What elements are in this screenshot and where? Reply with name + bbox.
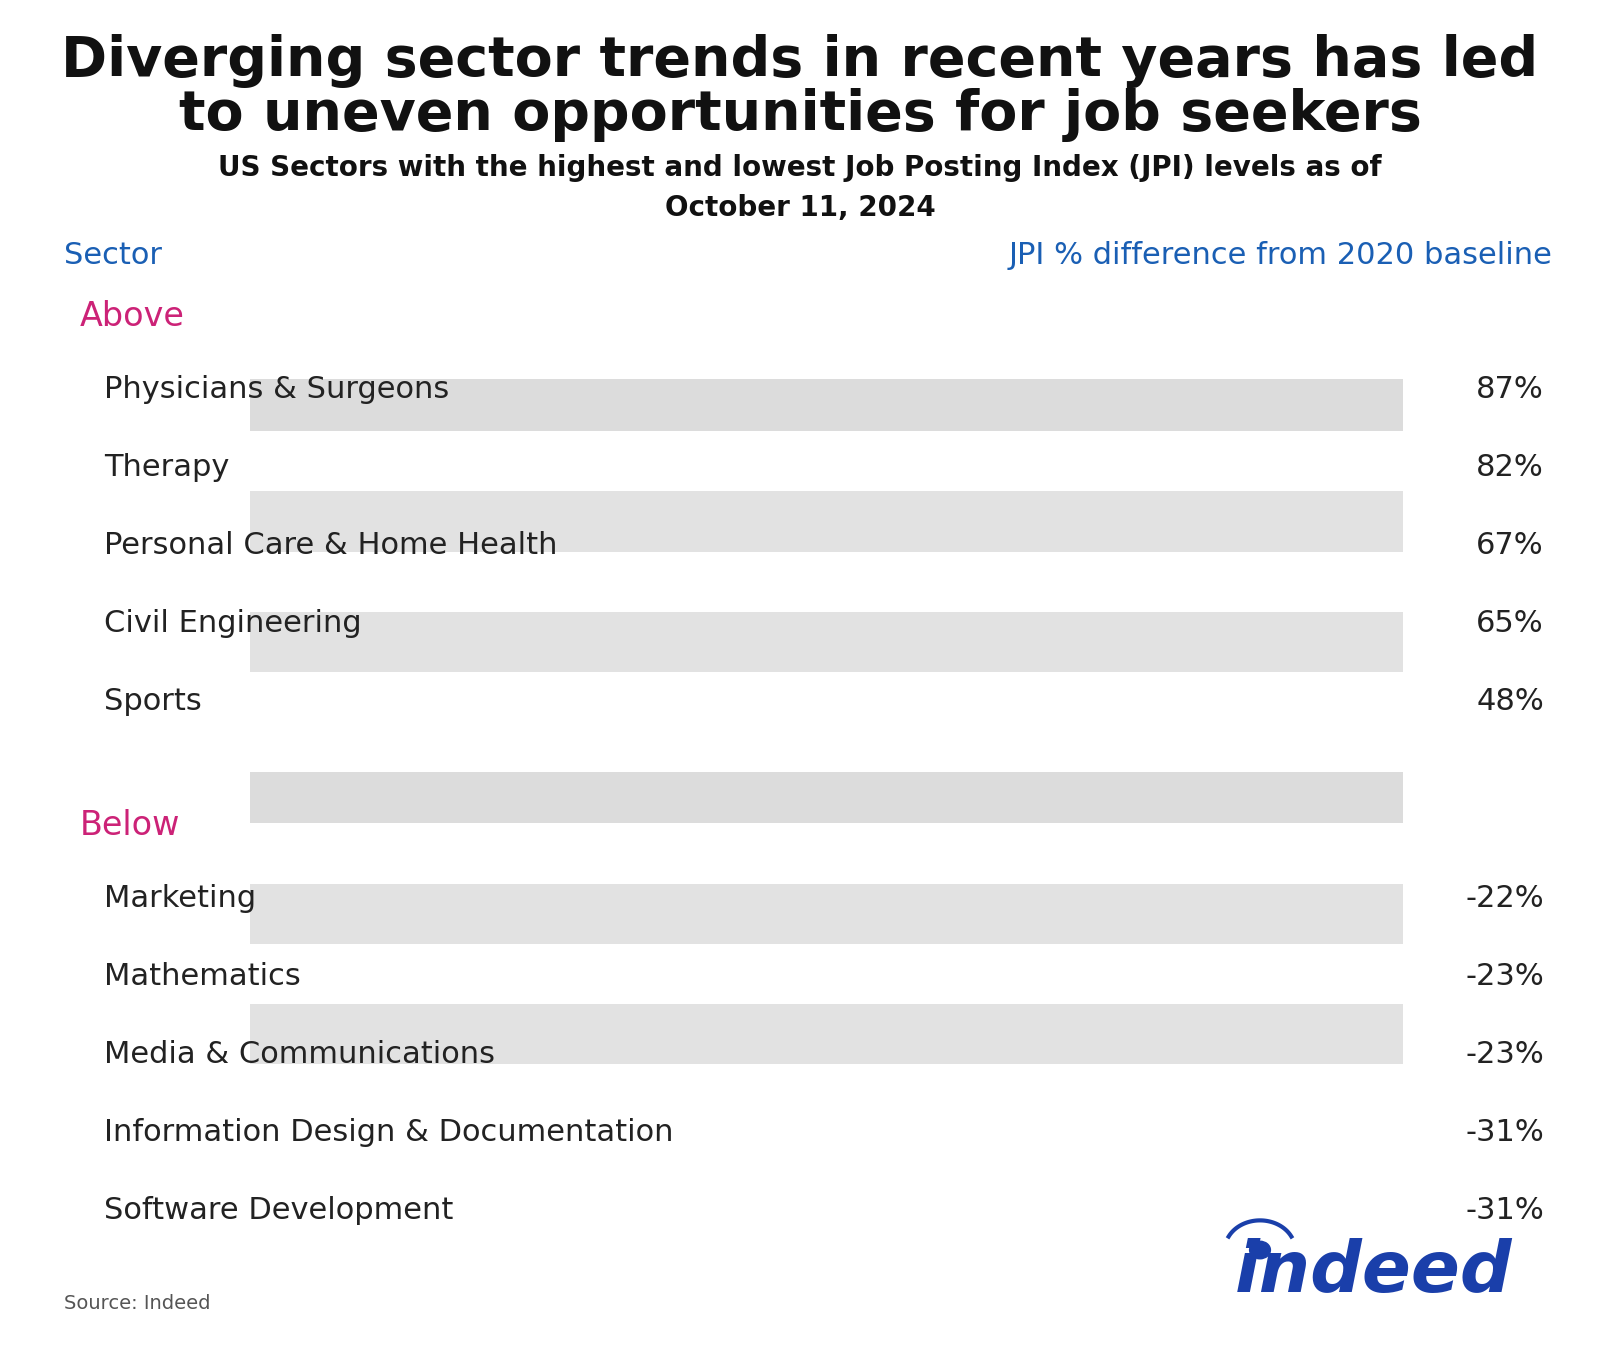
Circle shape (1250, 1242, 1270, 1258)
Text: Civil Engineering: Civil Engineering (104, 609, 362, 638)
Text: 65%: 65% (1477, 609, 1544, 638)
Text: Media & Communications: Media & Communications (104, 1040, 494, 1070)
Text: -23%: -23% (1466, 962, 1544, 991)
Text: October 11, 2024: October 11, 2024 (664, 194, 936, 222)
Text: US Sectors with the highest and lowest Job Posting Index (JPI) levels as of: US Sectors with the highest and lowest J… (218, 154, 1382, 182)
Text: -23%: -23% (1466, 1040, 1544, 1070)
Text: 48%: 48% (1477, 687, 1544, 717)
Bar (250, 884, 1403, 944)
Text: Mathematics: Mathematics (104, 962, 301, 991)
Text: to uneven opportunities for job seekers: to uneven opportunities for job seekers (179, 88, 1421, 141)
Bar (250, 380, 1403, 431)
Text: Physicians & Surgeons: Physicians & Surgeons (104, 374, 450, 404)
Text: Source: Indeed: Source: Indeed (64, 1294, 211, 1313)
Text: Personal Care & Home Health: Personal Care & Home Health (104, 531, 557, 560)
Text: Software Development: Software Development (104, 1196, 453, 1226)
Bar (250, 492, 1403, 552)
Text: JPI % difference from 2020 baseline: JPI % difference from 2020 baseline (1008, 241, 1552, 271)
Bar (250, 1004, 1403, 1064)
Text: Diverging sector trends in recent years has led: Diverging sector trends in recent years … (61, 34, 1539, 88)
Text: Therapy: Therapy (104, 453, 229, 482)
Text: Sports: Sports (104, 687, 202, 717)
Text: Information Design & Documentation: Information Design & Documentation (104, 1118, 674, 1148)
Text: Marketing: Marketing (104, 884, 256, 913)
Text: 67%: 67% (1477, 531, 1544, 560)
Text: Sector: Sector (64, 241, 162, 271)
Text: Above: Above (80, 300, 186, 333)
Text: -31%: -31% (1466, 1196, 1544, 1226)
Bar (250, 772, 1403, 823)
Bar (250, 612, 1403, 672)
Text: -31%: -31% (1466, 1118, 1544, 1148)
Text: -22%: -22% (1466, 884, 1544, 913)
Text: indeed: indeed (1234, 1238, 1512, 1308)
Text: 82%: 82% (1477, 453, 1544, 482)
Text: Below: Below (80, 810, 181, 842)
Text: 87%: 87% (1477, 374, 1544, 404)
